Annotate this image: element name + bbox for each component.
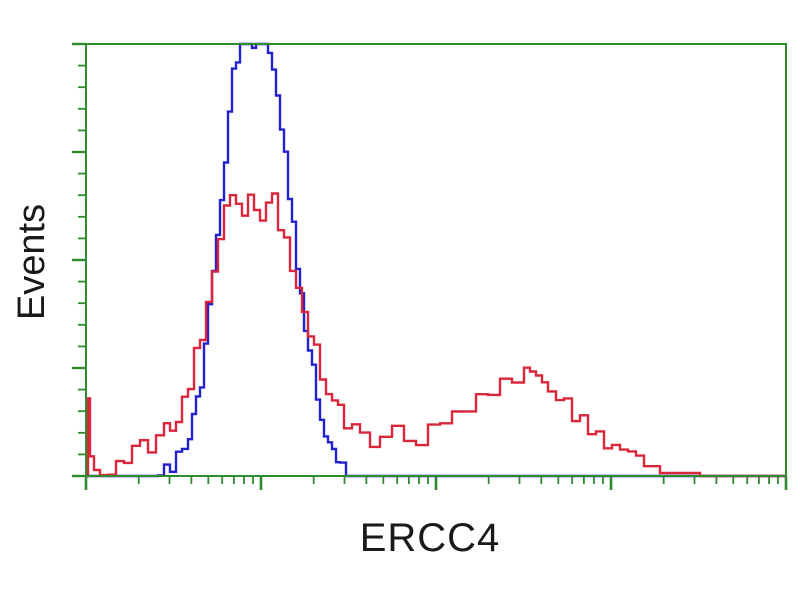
red-histogram-trace: [86, 192, 786, 478]
y-axis-ticks: [72, 42, 86, 478]
histogram-series-group: [86, 42, 786, 478]
y-axis-title: Events: [11, 204, 53, 320]
blue-histogram-trace: [86, 42, 786, 478]
x-axis-title: ERCC4: [360, 516, 501, 560]
axis-frame: [85, 43, 787, 477]
axis-frame-path: [85, 43, 787, 477]
plot-area: [86, 44, 786, 476]
plot-area-background: [86, 44, 786, 476]
x-axis-ticks: [84, 476, 788, 490]
